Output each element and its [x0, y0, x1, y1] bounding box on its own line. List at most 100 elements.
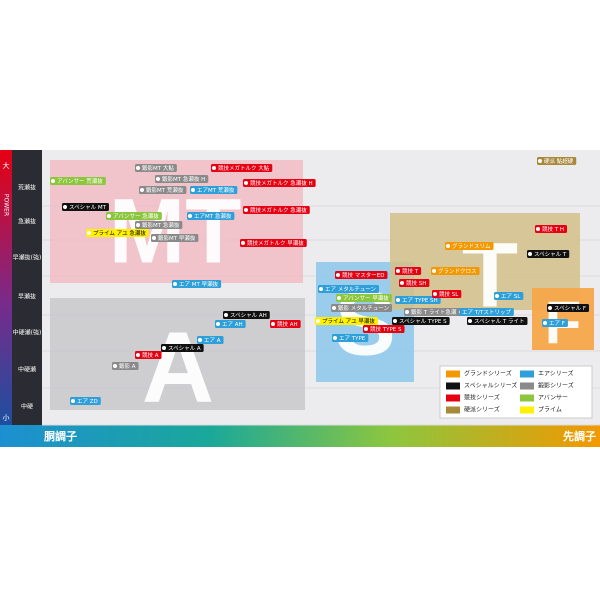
item-dot	[244, 208, 248, 212]
item: 鍛影MT 早瀬抜	[151, 234, 199, 242]
flex-bar	[0, 425, 600, 447]
item-dot	[337, 296, 341, 300]
item-pill	[112, 362, 139, 370]
item-pill	[331, 304, 392, 312]
item-label: エア AH	[222, 321, 243, 328]
level-label: 早瀬抜(強)	[13, 254, 42, 262]
item-label: プライム アユ 急瀬抜	[93, 229, 146, 237]
legend-label: エアシリーズ	[538, 370, 573, 378]
item-pill	[395, 296, 441, 304]
item: 競技 SH	[399, 279, 430, 287]
region-letter: A	[142, 311, 214, 423]
item: エア TYPE SH	[395, 296, 441, 304]
item-dot	[528, 252, 532, 256]
power-bottom: 小	[3, 413, 10, 422]
level-label: 中硬	[21, 403, 33, 411]
legend-label: アバンサー	[538, 395, 568, 402]
item-dot	[543, 321, 547, 325]
item-dot	[432, 269, 436, 273]
item-label: 鍛影 T ライト急瀬	[411, 308, 457, 316]
item: アバンサー 荒瀬抜	[50, 177, 106, 185]
item-dot	[140, 188, 144, 192]
item: 鍛影MT 荒瀬抜	[139, 186, 187, 194]
item-label: 鍛影MT 急瀬抜 H	[162, 175, 205, 183]
item-dot	[446, 244, 450, 248]
item-pill	[537, 157, 577, 165]
item-pill	[62, 203, 109, 211]
level-label: 早瀬抜	[18, 293, 36, 301]
item-label: 鍛影MT 早瀬抜	[158, 234, 196, 242]
item-pill	[243, 206, 310, 214]
item-label: 競技 T H	[542, 225, 564, 233]
item-label: アバンサー 荒瀬抜	[57, 177, 103, 185]
item-pill	[494, 292, 524, 300]
item: 鍛影MT 急瀬抜	[135, 221, 183, 229]
item-pill	[240, 239, 307, 247]
item: エア ZD	[70, 397, 101, 405]
item-dot	[396, 269, 400, 273]
item-label: エア SL	[501, 293, 521, 300]
item-label: スペシャル T ライト	[474, 318, 524, 325]
item-dot	[396, 298, 400, 302]
item-dot	[405, 310, 409, 314]
item-pill	[318, 285, 379, 293]
item: 競技 T H	[535, 225, 567, 233]
item-label: 競技 A	[142, 351, 159, 359]
item-label: 鍛影 メタルチューン	[338, 304, 389, 312]
item-pill	[404, 308, 460, 316]
level-label: 中硬瀬	[18, 366, 36, 374]
item-dot	[156, 177, 160, 181]
item: アバンサー 急瀬抜	[106, 212, 162, 220]
item-label: エア ZD	[77, 398, 98, 405]
item-pill	[155, 175, 209, 183]
item-dot	[241, 241, 245, 245]
item-label: アバンサー 急瀬抜	[113, 212, 159, 220]
item-dot	[364, 327, 368, 331]
item-label: グランドクロス	[438, 267, 477, 275]
item: 競技 A	[135, 351, 162, 359]
item: 鍛影 メタルチューン	[331, 304, 392, 312]
item-dot	[224, 313, 228, 317]
item-pill	[243, 179, 316, 187]
item-dot	[336, 273, 340, 277]
item-dot	[393, 319, 397, 323]
item: 鍛影 A	[112, 362, 139, 370]
item-label: 競技メガトルク 早瀬抜	[247, 239, 304, 247]
item-label: 競技メガトルク 急瀬抜 H	[250, 179, 313, 187]
item-dot	[173, 282, 177, 286]
item-dot	[162, 346, 166, 350]
item: エア TYPE	[332, 334, 369, 342]
item: スペシャル T ライト	[467, 317, 528, 325]
item-pill	[50, 177, 106, 185]
item-label: スペシャル F	[554, 305, 586, 312]
item: スペシャル MT	[62, 203, 109, 211]
item-dot	[538, 159, 542, 163]
item-pill	[187, 212, 235, 220]
item-label: 競技メガトルク 大鮎	[218, 164, 270, 172]
item: アバンサー 早瀬抜	[336, 294, 392, 302]
item-label: スペシャル AH	[230, 312, 267, 319]
item: 競技 AH	[270, 320, 301, 328]
item-dot	[188, 214, 192, 218]
legend-label: 硬派シリーズ	[464, 406, 500, 414]
item-dot	[51, 179, 55, 183]
legend-swatch	[520, 394, 534, 402]
item-pill	[197, 336, 224, 344]
item-label: 競技 T	[402, 267, 419, 275]
item: スペシャル F	[547, 304, 590, 312]
item-dot	[212, 166, 216, 170]
item-label: 鍛影 A	[119, 362, 136, 370]
item: スペシャル AH	[223, 311, 270, 319]
item-pill	[336, 294, 392, 302]
item-dot	[71, 399, 75, 403]
legend-label: プライム	[538, 407, 562, 414]
item-dot	[400, 281, 404, 285]
item-dot	[319, 287, 323, 291]
legend-label: グランドシリーズ	[464, 370, 512, 378]
legend-swatch	[520, 382, 534, 390]
item-label: 競技 AH	[277, 320, 298, 328]
item-dot	[271, 322, 275, 326]
item: スペシャル TYPE S	[392, 317, 450, 325]
item-label: スペシャル T	[534, 251, 567, 258]
